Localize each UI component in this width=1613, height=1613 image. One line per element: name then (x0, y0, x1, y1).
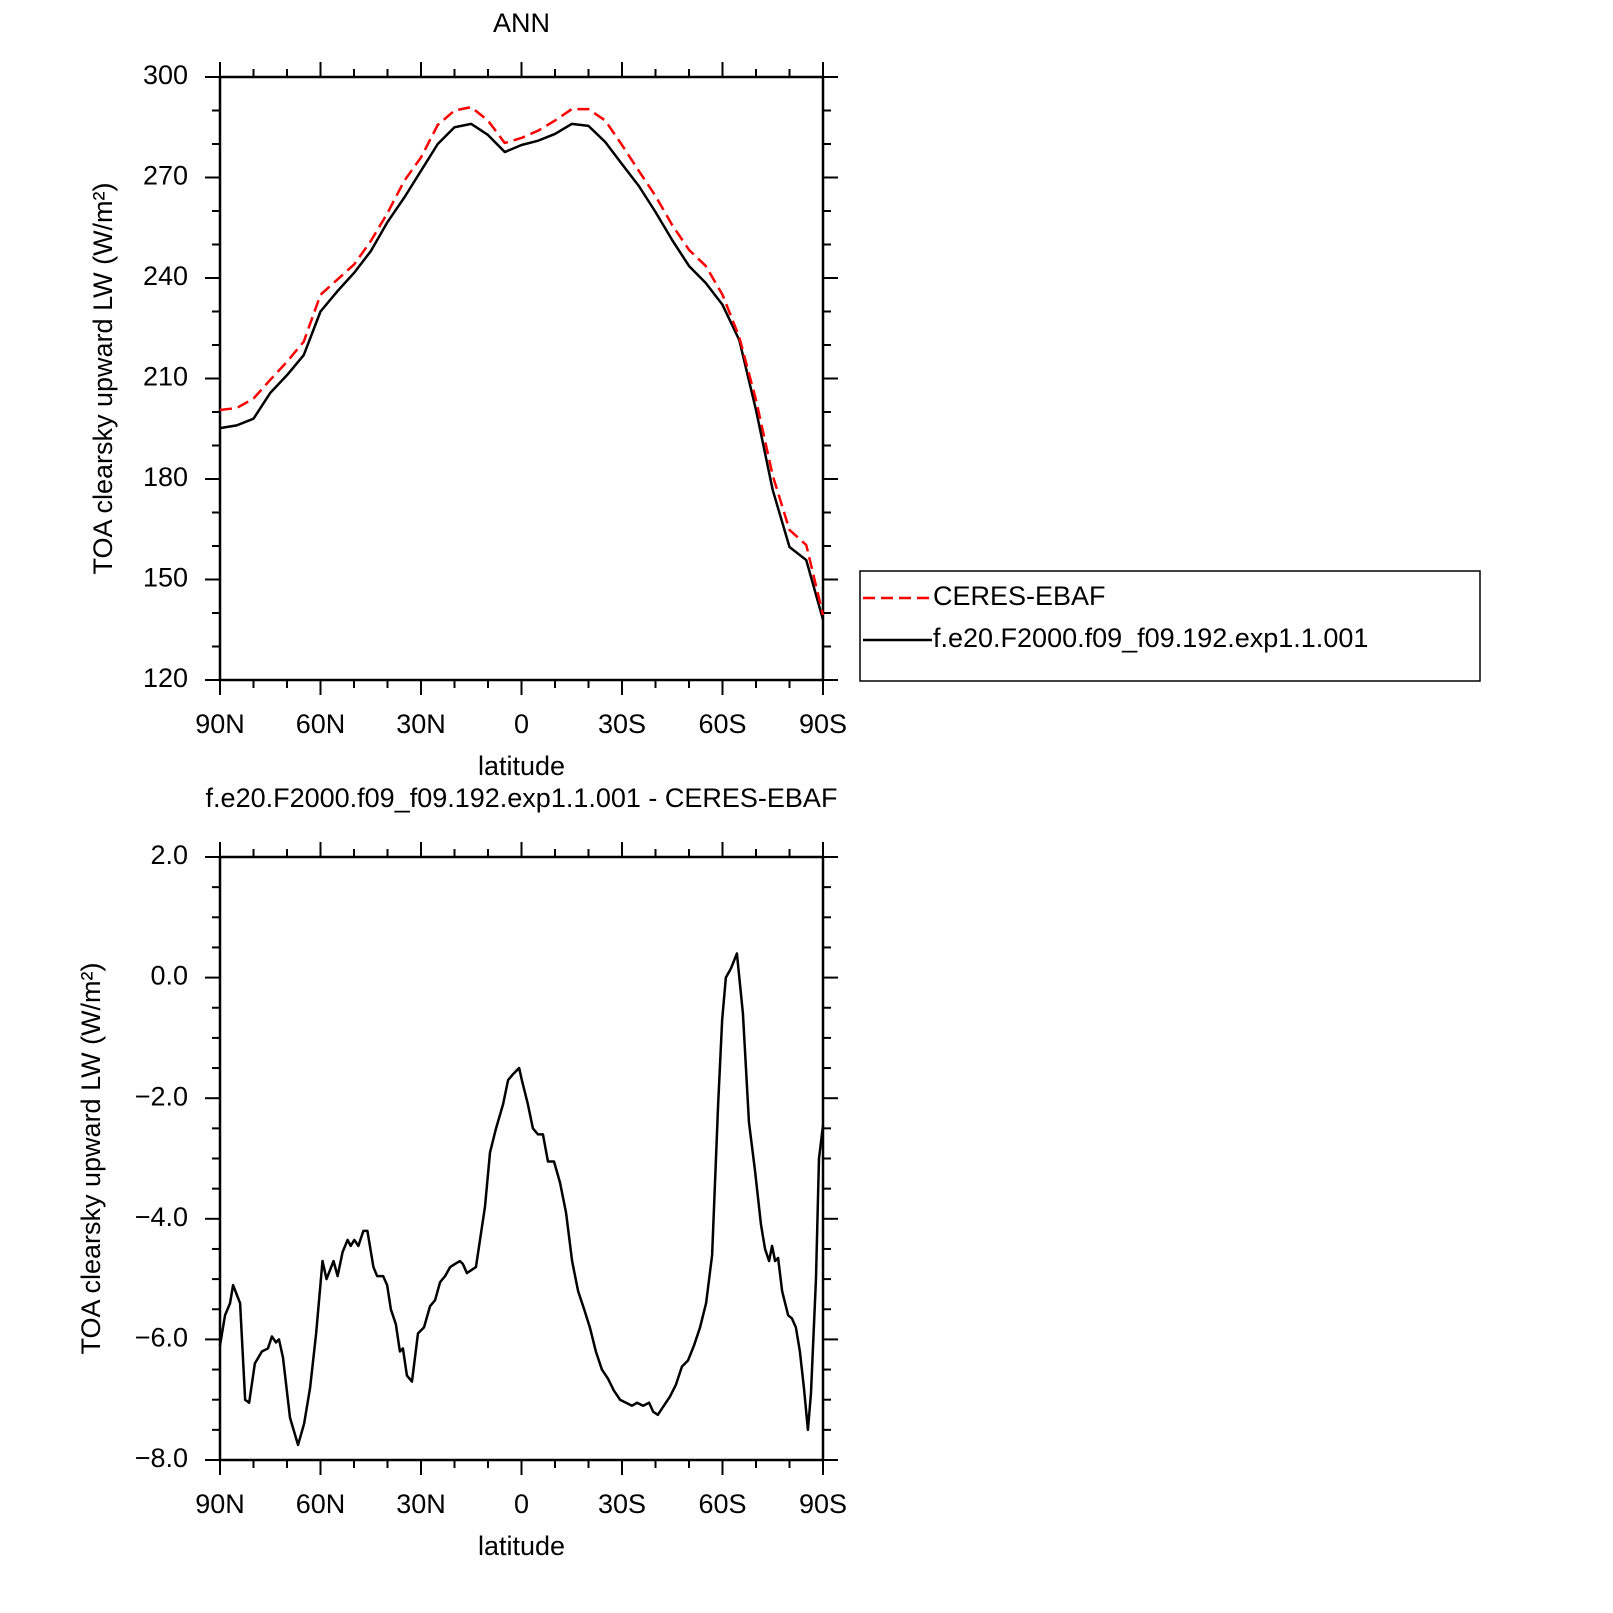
y-tick-label: −4.0 (135, 1202, 188, 1232)
y-axis-title: TOA clearsky upward LW (W/m²) (88, 182, 118, 574)
plot-frame (218, 855, 825, 1462)
y-tick-label: 180 (143, 462, 188, 492)
y-tick-label: 300 (143, 60, 188, 90)
y-tick-label: −2.0 (135, 1081, 188, 1111)
x-tick-label: 90S (799, 709, 847, 739)
y-axis-title: TOA clearsky upward LW (W/m²) (76, 962, 106, 1354)
x-tick-label: 90N (195, 709, 245, 739)
data-line (218, 952, 825, 1447)
y-tick-label: 210 (143, 362, 188, 392)
x-axis-title: latitude (478, 1531, 565, 1561)
x-tick-label: 60S (698, 709, 746, 739)
x-tick-label: 30N (396, 1489, 446, 1519)
y-tick-label: 240 (143, 261, 188, 291)
chart-title: ANN (493, 8, 550, 38)
x-tick-label: 30S (598, 709, 646, 739)
x-tick-label: 90N (195, 1489, 245, 1519)
legend-label: CERES-EBAF (933, 581, 1106, 611)
y-tick-label: 0.0 (150, 961, 188, 991)
legend-box (859, 570, 1481, 682)
series-line (219, 105, 825, 616)
y-tick-label: 120 (143, 663, 188, 693)
y-tick-label: 2.0 (150, 840, 188, 870)
series-line (219, 122, 825, 621)
x-tick-label: 60N (296, 709, 346, 739)
x-tick-label: 30S (598, 1489, 646, 1519)
x-tick-label: 90S (799, 1489, 847, 1519)
x-tick-label: 0 (514, 1489, 529, 1519)
legend-label: f.e20.F2000.f09_f09.192.exp1.1.001 (933, 623, 1368, 653)
y-tick-label: 270 (143, 161, 188, 191)
x-tick-label: 0 (514, 709, 529, 739)
y-tick-label: −6.0 (135, 1323, 188, 1353)
x-tick-label: 30N (396, 709, 446, 739)
x-axis-title: latitude (478, 751, 565, 781)
x-tick-label: 60S (698, 1489, 746, 1519)
y-tick-label: 150 (143, 563, 188, 593)
chart-title: f.e20.F2000.f09_f09.192.exp1.1.001 - CER… (206, 783, 838, 813)
y-tick-label: −8.0 (135, 1443, 188, 1473)
plot-frame (218, 75, 825, 682)
x-tick-label: 60N (296, 1489, 346, 1519)
